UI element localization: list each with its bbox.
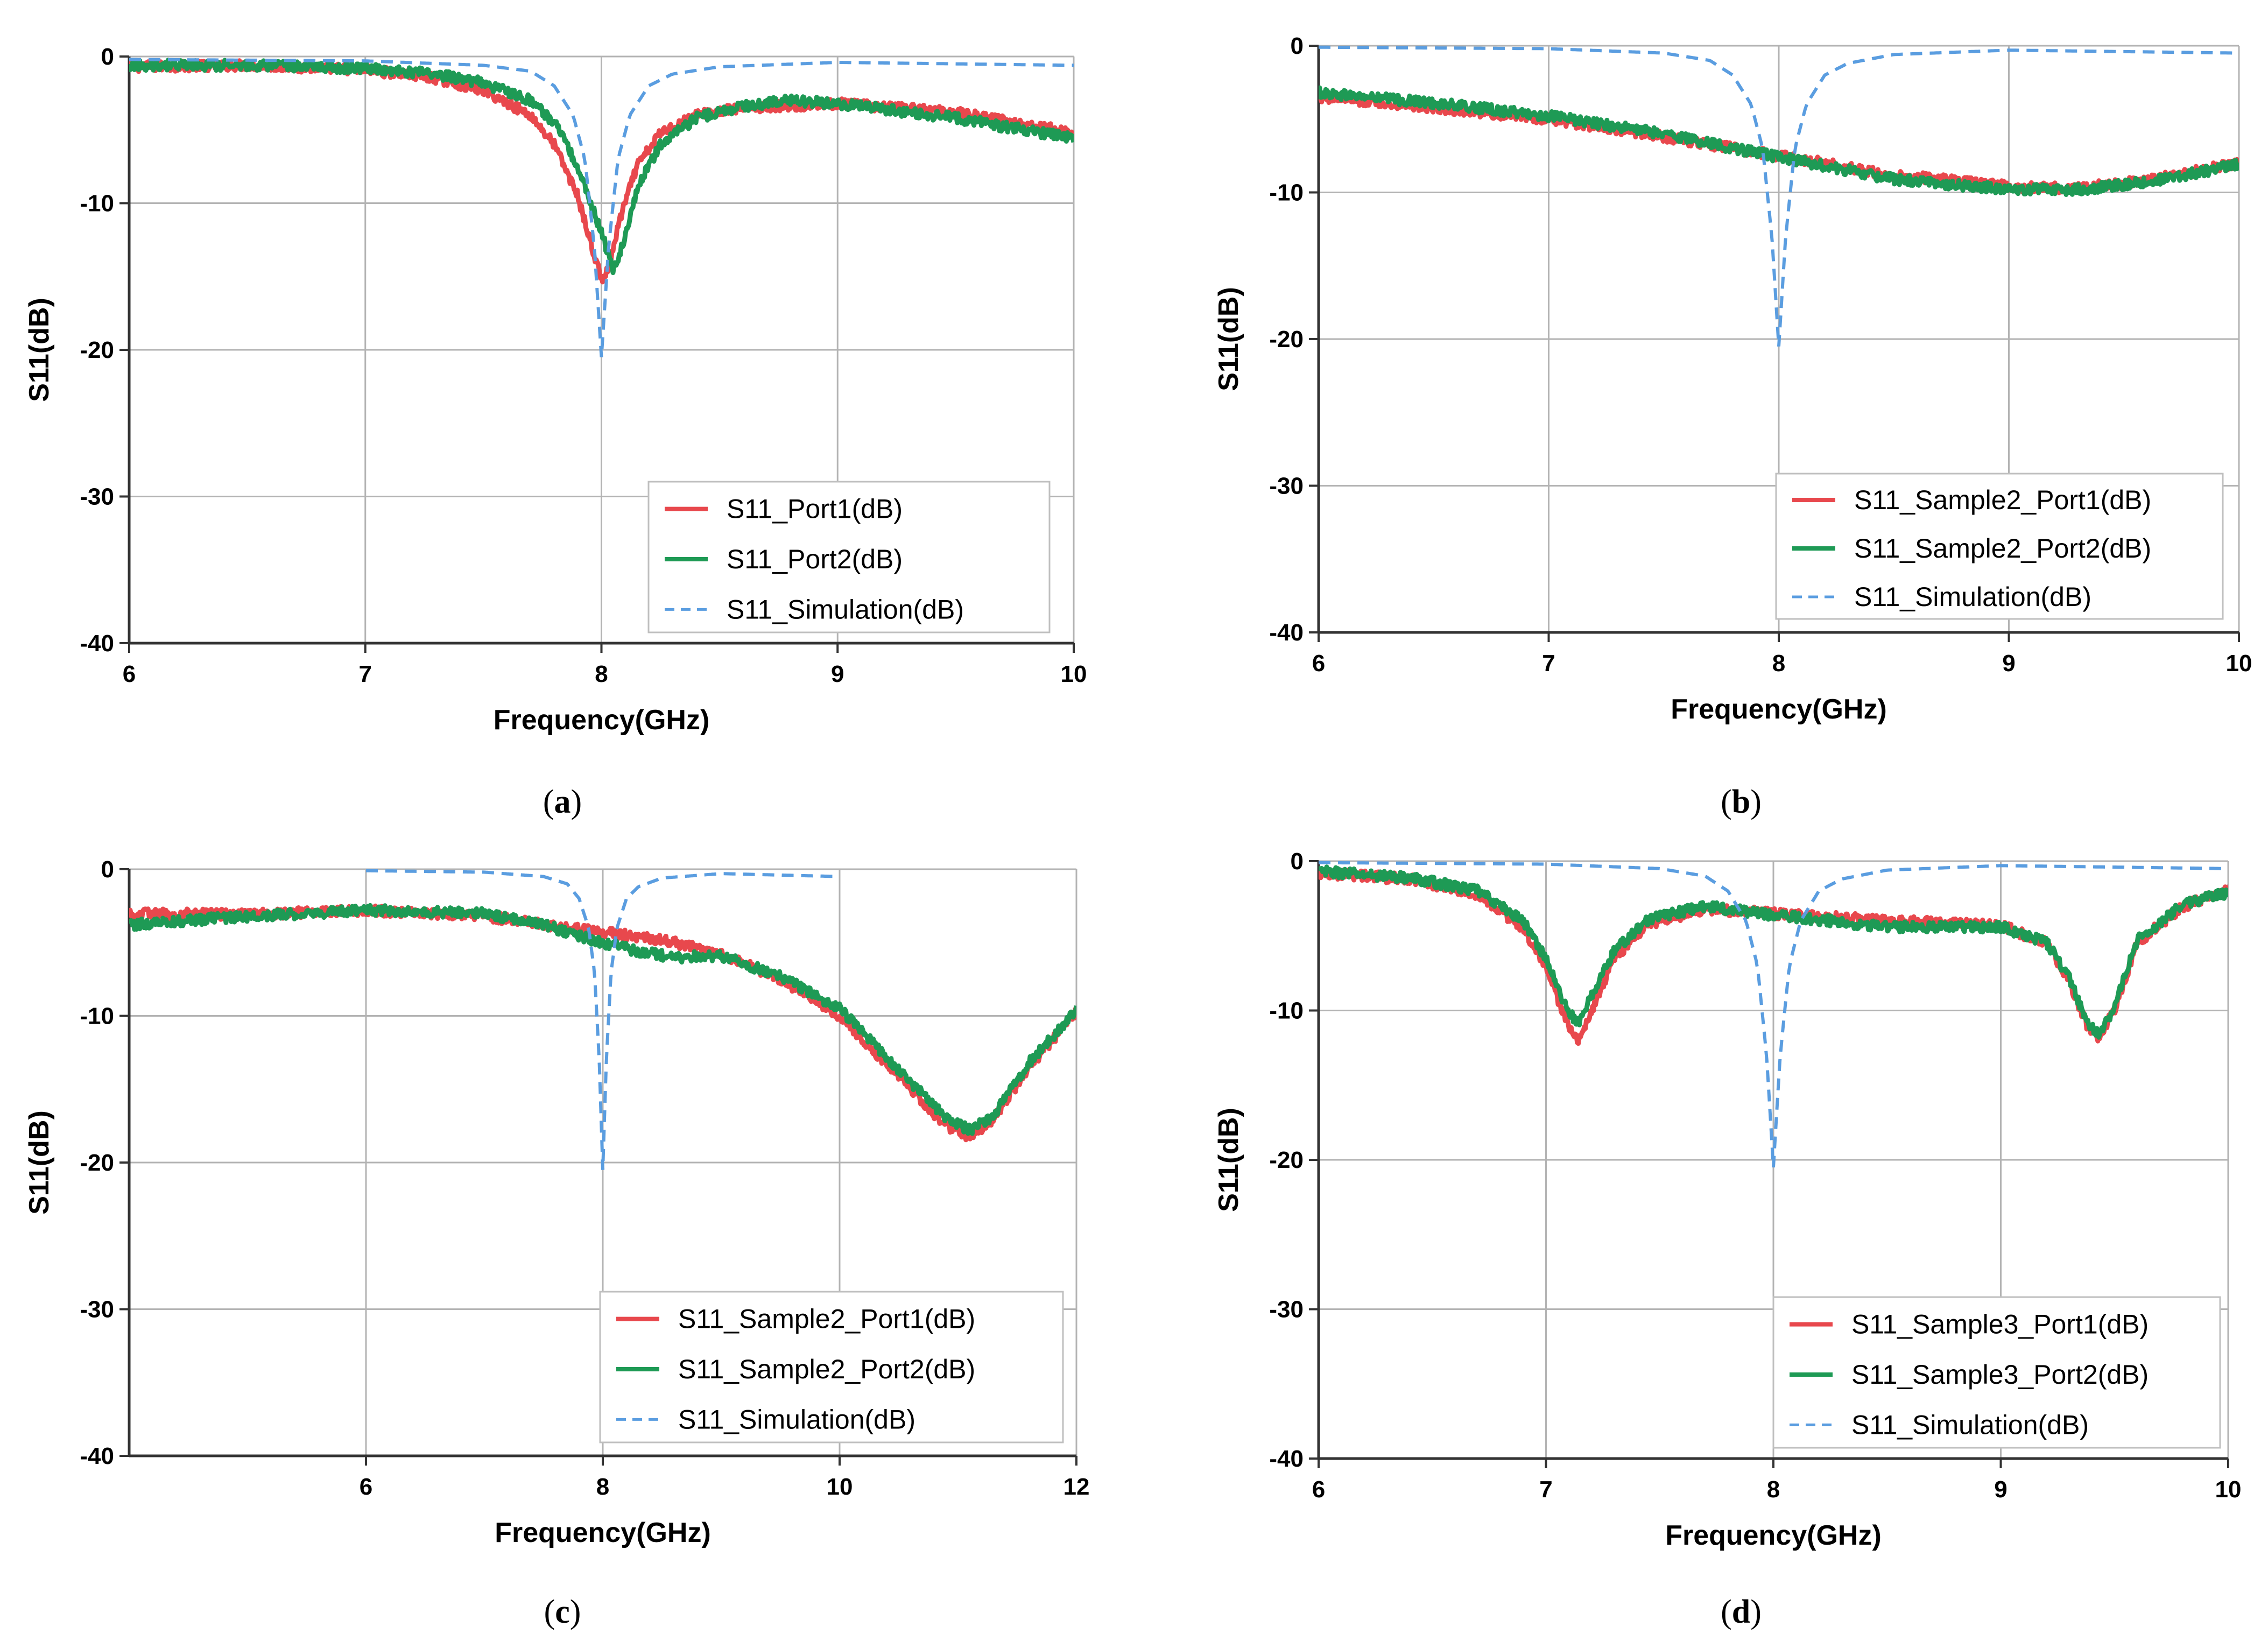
y-tick-label: 0 (101, 44, 114, 70)
y-tick-label: 0 (1291, 848, 1304, 875)
legend-label: S11_Simulation(dB) (678, 1404, 915, 1434)
y-tick-label: -40 (80, 630, 114, 657)
legend: S11_Sample2_Port1(dB) S11_Sample2_Port2(d… (599, 1291, 1064, 1443)
legend: S11_Port1(dB) S11_Port2(dB) S11_Simulation… (647, 481, 1051, 633)
y-tick-label: 0 (101, 856, 114, 883)
series-group (129, 869, 1076, 1170)
x-axis-title: Frequency(GHz) (1671, 694, 1887, 725)
series-group (1319, 45, 2239, 347)
x-axis-title: Frequency(GHz) (495, 1517, 711, 1548)
y-tick-label: -30 (80, 484, 114, 510)
legend: S11_Sample3_Port1(dB) S11_Sample3_Port2(d… (1772, 1296, 2221, 1449)
legend-box (599, 1291, 1064, 1443)
x-tick-label: 6 (1312, 1476, 1325, 1503)
y-tick-label: -30 (80, 1297, 114, 1323)
legend-box (1775, 473, 2224, 620)
y-tick-label: -10 (1269, 998, 1304, 1024)
legend-label: S11_Port1(dB) (727, 494, 903, 524)
y-axis-title: S11(dB) (24, 298, 55, 402)
panel-label: (b) (1721, 784, 1762, 820)
x-tick-label: 6 (360, 1474, 372, 1500)
y-tick-label: -20 (80, 337, 114, 363)
x-axis-title: Frequency(GHz) (1665, 1520, 1882, 1551)
legend-label: S11_Sample3_Port1(dB) (1851, 1309, 2149, 1340)
y-axis-title: S11(dB) (1213, 287, 1244, 391)
series-group (1319, 861, 2228, 1168)
legend-label: S11_Port2(dB) (727, 544, 903, 574)
chart-panel-d: 6 7 8 9 10 0 -10 -20 -30 -40 Frequency(GHz) S11(dB)… (1213, 848, 2241, 1630)
legend-label: S11_Simulation(dB) (1851, 1410, 2089, 1440)
y-tick-label: -10 (80, 1003, 114, 1030)
y-tick-label: -20 (1269, 1147, 1304, 1173)
x-tick-label: 9 (831, 661, 844, 687)
x-tick-label: 8 (595, 661, 608, 687)
y-tick-label: -20 (1269, 326, 1304, 353)
x-tick-label: 8 (1772, 650, 1785, 677)
y-tick-label: -20 (80, 1150, 114, 1176)
legend-label: S11_Sample2_Port1(dB) (1854, 485, 2151, 515)
legend-label: S11_Sample3_Port2(dB) (1851, 1360, 2149, 1390)
legend-label: S11_Sample2_Port1(dB) (678, 1304, 975, 1334)
chart-panel-a: 6 7 8 9 10 0 -10 -20 -30 -40 Frequency(GHz) S11(dB)… (24, 44, 1087, 820)
y-tick-label: -30 (1269, 473, 1304, 499)
series-line-port2 (129, 903, 1076, 1136)
y-axis-title: S11(dB) (1213, 1108, 1244, 1212)
series-line-simulation (129, 58, 1074, 357)
x-tick-label: 8 (596, 1474, 609, 1500)
chart-panel-c: 6 8 10 12 0 -10 -20 -30 -40 Frequency(GHz) S11(dB)… (24, 856, 1089, 1630)
x-axis-title: Frequency(GHz) (494, 705, 710, 736)
x-tick-label: 9 (1994, 1476, 2007, 1503)
x-tick-label: 8 (1767, 1476, 1780, 1503)
series-line-port2 (1319, 85, 2239, 197)
x-tick-label: 10 (1061, 661, 1087, 687)
x-tick-label: 12 (1063, 1474, 1090, 1500)
legend: S11_Sample2_Port1(dB) S11_Sample2_Port2(d… (1775, 473, 2224, 620)
legend-label: S11_Simulation(dB) (1854, 582, 2091, 612)
y-tick-label: -40 (1269, 1446, 1304, 1472)
panel-label: (d) (1721, 1594, 1762, 1630)
series-line-simulation (365, 869, 840, 1170)
series-line-simulation (1319, 861, 2228, 1168)
x-tick-label: 7 (1542, 650, 1555, 677)
y-tick-label: -40 (1269, 619, 1304, 646)
legend-label: S11_Sample2_Port2(dB) (678, 1354, 975, 1384)
x-tick-label: 6 (1312, 650, 1325, 677)
y-tick-label: -40 (80, 1443, 114, 1469)
legend-box (647, 481, 1051, 633)
legend-label: S11_Simulation(dB) (727, 594, 964, 624)
x-tick-label: 7 (1539, 1476, 1552, 1503)
x-tick-label: 10 (2226, 650, 2252, 677)
series-line-simulation (1319, 45, 2239, 347)
y-axis-title: S11(dB) (24, 1110, 55, 1215)
panel-label: (c) (544, 1594, 581, 1630)
y-tick-label: 0 (1291, 33, 1304, 59)
x-tick-label: 7 (359, 661, 372, 687)
x-tick-label: 10 (827, 1474, 853, 1500)
series-group (129, 58, 1074, 357)
series-line-port2 (129, 58, 1074, 276)
chart-panel-b: 6 7 8 9 10 0 -10 -20 -30 -40 Frequency(GHz) S11(dB)… (1213, 33, 2252, 820)
legend-box (1772, 1296, 2221, 1449)
y-tick-label: -10 (80, 191, 114, 217)
y-tick-label: -10 (1269, 180, 1304, 206)
legend-label: S11_Sample2_Port2(dB) (1854, 533, 2151, 564)
panel-label: (a) (543, 784, 582, 820)
y-tick-label: -30 (1269, 1297, 1304, 1323)
x-tick-label: 10 (2215, 1476, 2242, 1503)
series-line-port2 (1319, 864, 2228, 1040)
x-tick-label: 6 (123, 661, 136, 687)
x-tick-label: 9 (2002, 650, 2015, 677)
